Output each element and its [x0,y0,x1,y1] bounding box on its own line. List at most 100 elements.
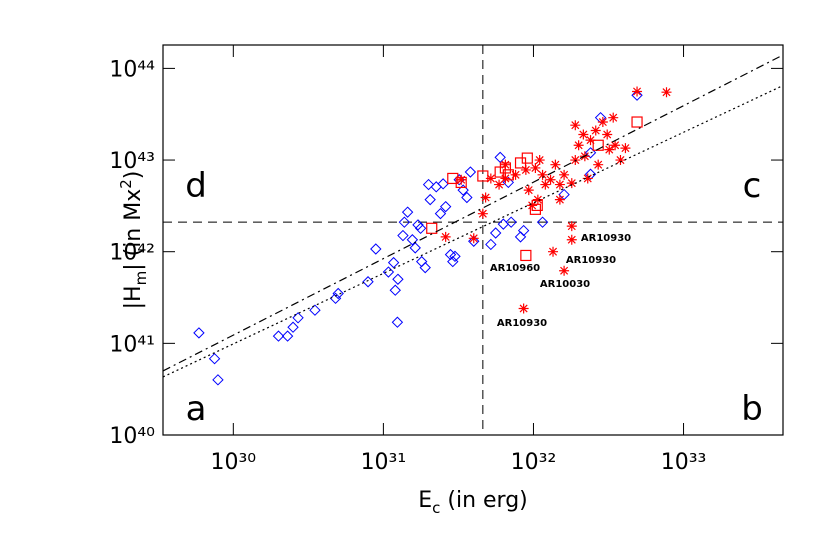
marker-asterisk [534,155,545,166]
marker-diamond [594,111,607,124]
y-label-part: ) [121,171,146,180]
marker-diamond [489,227,502,239]
marker-square [529,203,541,215]
marker-diamond [414,222,427,235]
quadrant-label: a [186,389,207,429]
y-tick-label: 10⁴³ [109,149,155,174]
marker-diamond [449,250,461,263]
marker-diamond [397,229,409,242]
marker-diamond [389,284,401,296]
marker-diamond [464,166,477,178]
marker-asterisk [545,174,556,185]
marker-asterisk [500,173,511,184]
quadrant-label: d [185,166,207,206]
y-tick-label: 10⁴⁴ [109,57,155,82]
y-tick-label: 10⁴² [109,241,155,266]
marker-square [447,172,459,185]
marker-diamond [409,242,421,254]
marker-asterisk [485,173,496,184]
marker-diamond [584,147,597,159]
marker-asterisk [566,178,577,189]
marker-diamond [401,206,414,218]
x-label-part: (in erg) [440,488,527,513]
marker-diamond [468,235,480,247]
y-tick-label: 10⁴¹ [109,332,155,357]
marker-asterisk [604,144,615,155]
y-label-part: 2 [117,179,135,189]
plot-frame [162,44,784,436]
x-tick-label: 10³² [511,450,557,475]
marker-diamond [419,261,431,274]
marker-asterisk [540,179,551,190]
marker-asterisk [500,159,511,170]
marker-asterisk [615,155,626,166]
fit-line [162,54,784,372]
marker-asterisk [597,117,608,128]
marker-asterisk [548,246,559,257]
marker-asterisk [530,162,541,173]
marker-diamond [584,168,597,180]
marker-square [426,222,438,234]
y-label-part: |H [121,285,146,309]
annotation: AR10930 [497,318,547,329]
y-axis-label: |Hm| (in Mx2) [117,171,150,310]
annotation: AR10930 [566,255,616,266]
marker-square [521,152,533,164]
marker-diamond [208,352,221,365]
marker-asterisk [566,221,577,232]
marker-asterisk [518,303,529,314]
annotation: AR10960 [490,263,540,274]
marker-diamond [391,316,404,328]
x-label-part: c [432,499,440,517]
marker-asterisk [582,173,593,184]
quadrant-label: b [741,389,763,429]
marker-diamond [457,184,469,196]
marker-diamond [287,321,299,333]
marker-asterisk [532,194,543,205]
marker-diamond [387,256,400,269]
marker-asterisk [590,125,601,136]
marker-square [455,176,467,189]
marker-diamond [398,216,411,228]
x-label-part: E [418,488,432,513]
marker-asterisk [440,231,451,242]
marker-asterisk [523,185,534,196]
marker-diamond [434,207,447,220]
marker-diamond [281,330,294,342]
marker-diamond [439,200,452,213]
marker-diamond [536,216,549,228]
marker-square [520,249,532,262]
marker-diamond [412,219,424,231]
marker-diamond [406,234,419,246]
marker-diamond [631,89,643,101]
marker-asterisk [573,140,584,151]
marker-diamond [494,151,506,164]
marker-diamond [212,374,224,386]
x-axis-label: Ec (in erg) [418,488,528,517]
marker-asterisk [468,233,479,244]
marker-diamond [517,224,530,237]
marker-asterisk [559,265,570,276]
quadrant-label: c [743,166,762,206]
x-tick-label: 10³¹ [361,450,407,475]
marker-diamond [424,193,436,206]
marker-diamond [422,178,435,191]
marker-diamond [193,327,205,339]
y-label-part: m [132,271,150,286]
marker-asterisk [570,120,581,131]
annotation: AR10930 [581,233,631,244]
marker-diamond [505,216,517,228]
marker-diamond [272,330,285,342]
marker-asterisk [566,234,577,245]
marker-asterisk [520,164,531,175]
marker-asterisk [602,129,613,140]
marker-asterisk [570,155,581,166]
marker-asterisk [456,174,467,185]
marker-asterisk [632,86,643,97]
marker-diamond [461,191,473,204]
marker-diamond [362,276,374,288]
marker-asterisk [578,129,589,140]
y-tick-label: 10⁴⁰ [109,424,155,449]
marker-asterisk [550,159,561,170]
marker-square [477,170,489,182]
